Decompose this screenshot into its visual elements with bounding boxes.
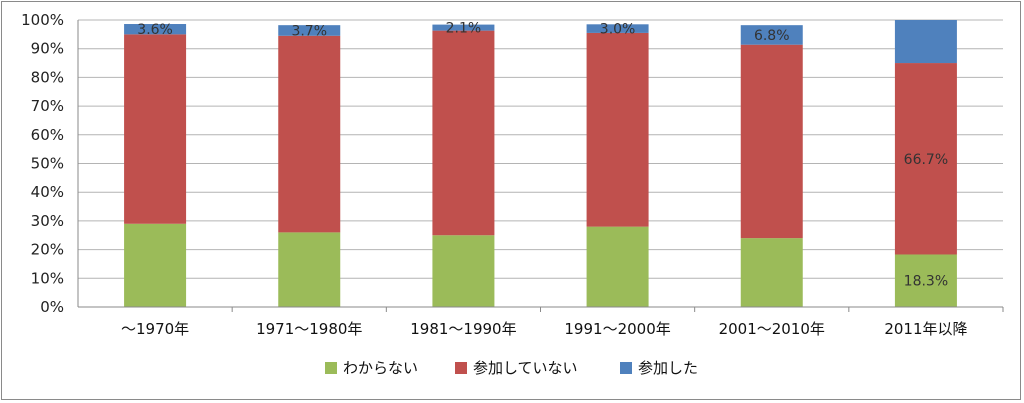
category-label: 1971～1980年 bbox=[256, 320, 362, 338]
data-label: 66.7% bbox=[904, 152, 948, 168]
bar-segment bbox=[432, 235, 495, 307]
category-label: 2001～2010年 bbox=[719, 320, 825, 338]
data-label: 3.6% bbox=[137, 22, 173, 38]
bar-segment bbox=[894, 63, 957, 255]
bar-segment bbox=[432, 30, 495, 236]
bar-segment bbox=[278, 25, 341, 36]
category-label: 1991～2000年 bbox=[564, 320, 670, 338]
legend-swatch bbox=[325, 362, 337, 374]
y-tick-label: 70% bbox=[31, 97, 64, 115]
y-tick-label: 60% bbox=[31, 126, 64, 144]
bar-segment bbox=[278, 35, 341, 233]
bar-segment bbox=[740, 44, 803, 239]
bar-segment bbox=[124, 24, 187, 35]
legend-swatch bbox=[455, 362, 467, 374]
data-label: 3.7% bbox=[291, 23, 327, 39]
bar-segment bbox=[586, 24, 649, 33]
bar-segment bbox=[894, 20, 957, 64]
y-tick-label: 0% bbox=[40, 298, 64, 316]
category-label: ～1970年 bbox=[121, 320, 189, 338]
data-label: 6.8% bbox=[754, 28, 790, 44]
y-tick-label: 10% bbox=[31, 269, 64, 287]
bar-segment bbox=[278, 232, 341, 307]
bar-segment bbox=[586, 226, 649, 307]
bar-segment bbox=[586, 32, 649, 227]
data-label: 18.3% bbox=[904, 274, 948, 290]
gridlines bbox=[78, 19, 1003, 279]
bar-segment bbox=[124, 34, 187, 224]
bar-segment bbox=[432, 24, 495, 31]
bars bbox=[124, 20, 957, 307]
y-tick-label: 90% bbox=[31, 40, 64, 58]
y-tick-label: 50% bbox=[31, 155, 64, 173]
data-labels: 3.6% 3.7% 2.1% 3.0% 6.8% 66.7% 18.3% bbox=[137, 21, 948, 290]
axes: 0% 10% 20% 30% 40% 50% 60% 70% 80% 90% 100% ～1970年 1… bbox=[21, 11, 1004, 338]
legend-label: 参加した bbox=[638, 359, 698, 377]
legend-label: 参加していない bbox=[473, 359, 578, 377]
bar-segment bbox=[740, 25, 803, 45]
y-tick-label: 20% bbox=[31, 241, 64, 259]
legend-label: わからない bbox=[343, 359, 418, 377]
bar-segment bbox=[894, 254, 957, 307]
y-tick-label: 30% bbox=[31, 212, 64, 230]
y-tick-label: 40% bbox=[31, 183, 64, 201]
bar-segment bbox=[124, 223, 187, 307]
category-label: 2011年以降 bbox=[884, 320, 967, 338]
y-tick-label: 80% bbox=[31, 68, 64, 86]
legend: わからない 参加していない 参加した bbox=[325, 359, 698, 377]
data-label: 2.1% bbox=[446, 21, 482, 37]
data-label: 3.0% bbox=[600, 22, 636, 38]
bar-segment bbox=[740, 238, 803, 307]
legend-swatch bbox=[620, 362, 632, 374]
category-label: 1981～1990年 bbox=[410, 320, 516, 338]
y-tick-label: 100% bbox=[21, 11, 64, 29]
